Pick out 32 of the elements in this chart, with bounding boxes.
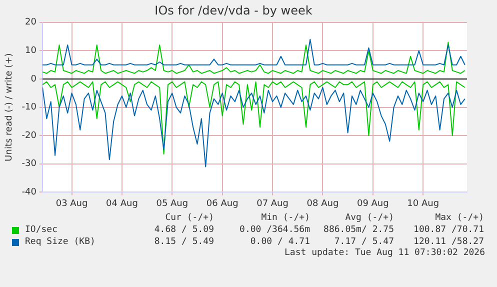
text: 0.00 / 4.71 (249, 236, 310, 248)
x-tick-label: 07 Aug (256, 198, 288, 209)
text: 120.11 /58.27 (412, 236, 484, 248)
y-tick-label: -10 (22, 102, 37, 113)
x-tick-label: 08 Aug (306, 198, 339, 209)
text: Max (-/+) (434, 212, 484, 224)
y-tick-label: 0 (30, 74, 37, 84)
text: 7.17 / 5.47 (333, 236, 394, 248)
y-tick-label: -30 (22, 159, 37, 170)
text: 0.00 /364.56m (238, 224, 310, 236)
y-tick-label: 10 (25, 46, 37, 56)
text: 100.87 /70.71 (412, 224, 484, 236)
y-tick-label: -40 (22, 188, 37, 198)
text: Min (-/+) (260, 212, 310, 224)
x-tick-label: 09 Aug (356, 198, 389, 209)
x-tick-label: 03 Aug (56, 198, 88, 209)
y-tick-label: -20 (22, 130, 37, 141)
text: 4.68 / 5.09 (153, 224, 214, 236)
legend-label: Req Size (KB) (25, 236, 96, 248)
x-tick-label: 06 Aug (206, 198, 238, 209)
legend-label: IO/sec (25, 224, 58, 236)
text: Last update: Tue Aug 11 07:30:02 2026 (284, 248, 486, 258)
text: 886.05m/ 2.75 (322, 224, 394, 236)
text: Cur (-/+) (164, 212, 214, 224)
x-tick-label: 04 Aug (106, 198, 138, 209)
text: 8.15 / 5.49 (153, 236, 214, 248)
y-axis-title: Units read (-) / write (+) (4, 53, 15, 162)
chart-title: IOs for /dev/vda - by week (154, 3, 312, 18)
y-tick-label: 20 (25, 18, 37, 28)
text: Avg (-/+) (344, 212, 394, 224)
x-tick-label: 10 Aug (407, 198, 440, 209)
x-tick-label: 05 Aug (156, 198, 188, 209)
